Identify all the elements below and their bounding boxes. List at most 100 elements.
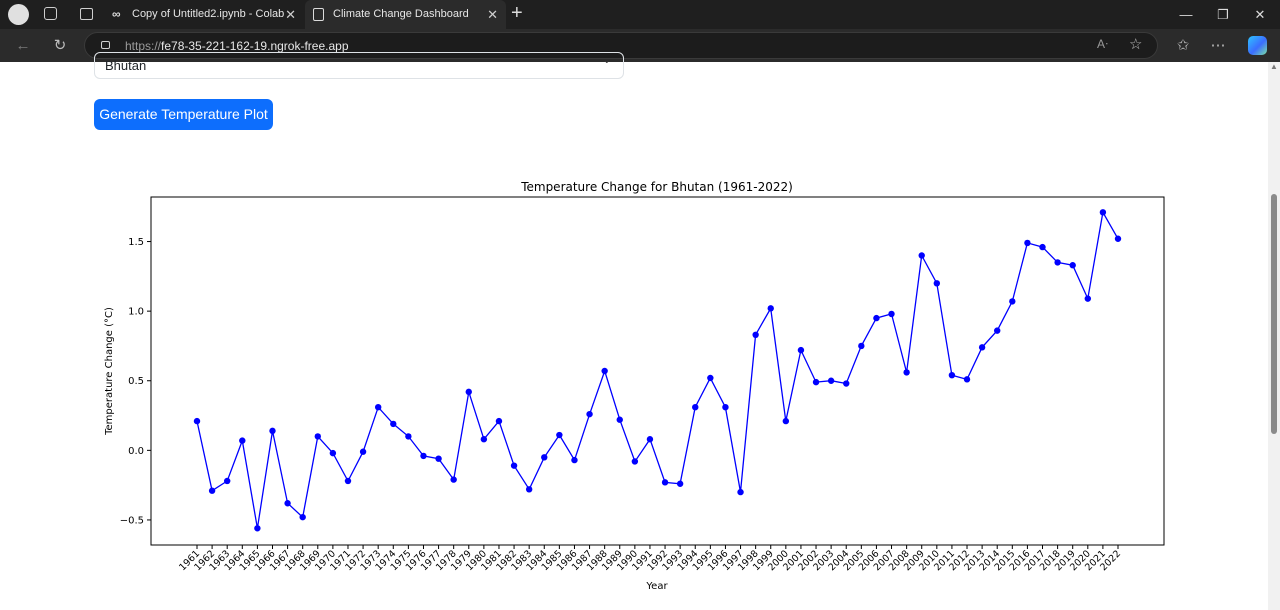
page-content: Bhutan ⌄ Generate Temperature Plot Tempe… (0, 52, 1268, 610)
y-tick-label: 1.5 (128, 237, 144, 248)
workspaces-icon[interactable] (44, 7, 57, 20)
new-tab-icon[interactable]: + (511, 2, 523, 24)
data-point (631, 458, 639, 465)
country-select[interactable]: Bhutan ⌄ (94, 52, 624, 79)
address-bar: ← ↻ https://fe78-35-221-162-19.ngrok-fre… (0, 29, 1280, 62)
refresh-icon[interactable]: ↻ (53, 37, 67, 54)
data-point (873, 314, 880, 322)
data-point (888, 310, 895, 318)
data-point (465, 388, 472, 396)
browser-tab-strip: ∞ Copy of Untitled2.ipynb - Colab ✕ Clim… (0, 0, 1280, 29)
tab-colab[interactable]: ∞ Copy of Untitled2.ipynb - Colab ✕ (104, 0, 304, 29)
scroll-up-icon[interactable]: ▲ (1270, 62, 1278, 71)
url-field[interactable]: https://fe78-35-221-162-19.ngrok-free.ap… (84, 32, 1158, 59)
data-point (1009, 298, 1016, 305)
data-point (948, 371, 956, 379)
data-point (1114, 235, 1122, 242)
country-select-value: Bhutan (105, 58, 147, 73)
data-point (480, 436, 488, 443)
data-point (752, 331, 759, 339)
data-point (495, 417, 503, 425)
data-point (374, 403, 382, 411)
series-line (196, 210, 1119, 529)
back-icon[interactable]: ← (15, 37, 31, 54)
data-point (1069, 262, 1076, 269)
data-point (284, 500, 291, 507)
data-point (1099, 209, 1107, 216)
data-point (994, 327, 1001, 334)
y-axis-label: Temperature Change (°C) (104, 307, 115, 436)
read-aloud-icon[interactable]: Aᐧ (1097, 37, 1109, 51)
data-point (525, 486, 533, 493)
data-point (1054, 259, 1061, 266)
data-point (314, 433, 321, 440)
series-points (193, 209, 1122, 532)
tab-actions-icon[interactable] (80, 8, 93, 20)
data-point (918, 252, 925, 259)
data-point (359, 448, 367, 455)
data-point (420, 452, 427, 460)
data-point (556, 431, 563, 439)
data-point (208, 487, 216, 494)
data-point (541, 454, 548, 461)
data-point (223, 477, 231, 485)
tab-colab-title: Copy of Untitled2.ipynb - Colab (132, 8, 285, 20)
data-point (722, 403, 729, 411)
favorites-icon[interactable]: ✩ (1176, 37, 1190, 54)
y-axis: −0.5 0.0 0.5 1.0 1.5 (120, 237, 151, 526)
y-tick-label: −0.5 (120, 515, 144, 526)
copilot-icon[interactable] (1248, 36, 1267, 55)
data-point (692, 403, 699, 411)
chart-title: Temperature Change for Bhutan (1961-2022… (520, 180, 793, 194)
data-point (963, 376, 971, 383)
data-point (767, 305, 774, 312)
tab-climate-dashboard[interactable]: Climate Change Dashboard ✕ (305, 0, 506, 29)
data-point (254, 525, 261, 532)
maximize-icon[interactable]: ❐ (1217, 7, 1229, 22)
data-point (344, 477, 352, 485)
data-point (858, 342, 865, 350)
y-tick-label: 1.0 (128, 307, 144, 318)
profile-avatar-icon[interactable] (8, 4, 29, 25)
data-point (193, 417, 201, 425)
y-tick-label: 0.0 (128, 446, 144, 457)
data-point (646, 436, 654, 443)
data-point (782, 417, 790, 425)
scrollbar-thumb[interactable] (1271, 194, 1277, 434)
x-axis-label: Year (645, 581, 668, 592)
data-point (586, 410, 593, 418)
data-point (737, 488, 744, 496)
data-point (435, 455, 442, 462)
data-point (601, 367, 608, 375)
minimize-icon[interactable]: — (1179, 7, 1193, 22)
temperature-chart: Temperature Change for Bhutan (1961-2022… (104, 180, 1165, 592)
data-point (978, 344, 986, 351)
data-point (616, 416, 623, 423)
data-point (797, 346, 805, 354)
data-point (1084, 295, 1092, 302)
tab-climate-dashboard-title: Climate Change Dashboard (333, 8, 469, 20)
page-scrollbar[interactable]: ▲ (1268, 62, 1280, 610)
favorite-star-icon[interactable]: ☆ (1129, 36, 1143, 53)
y-tick-label: 0.5 (128, 376, 144, 387)
generate-plot-button[interactable]: Generate Temperature Plot (94, 99, 273, 130)
close-icon[interactable]: ✕ (487, 7, 498, 22)
data-point (571, 456, 578, 464)
x-axis: 1961196219631964196519661967196819691970… (177, 545, 1123, 573)
data-point (661, 479, 669, 486)
lock-icon[interactable] (101, 41, 110, 49)
data-point (299, 513, 306, 521)
data-point (903, 369, 910, 376)
data-point (329, 449, 337, 457)
data-point (405, 433, 412, 440)
window-close-icon[interactable]: ✕ (1254, 7, 1266, 22)
url-scheme: https:// (125, 39, 162, 53)
data-point (812, 378, 820, 386)
data-point (269, 427, 276, 435)
data-point (843, 380, 850, 387)
more-options-icon[interactable]: ⋯ (1210, 37, 1226, 54)
data-point (933, 280, 941, 287)
close-icon[interactable]: ✕ (285, 7, 296, 22)
data-point (827, 377, 835, 384)
data-point (450, 476, 457, 483)
